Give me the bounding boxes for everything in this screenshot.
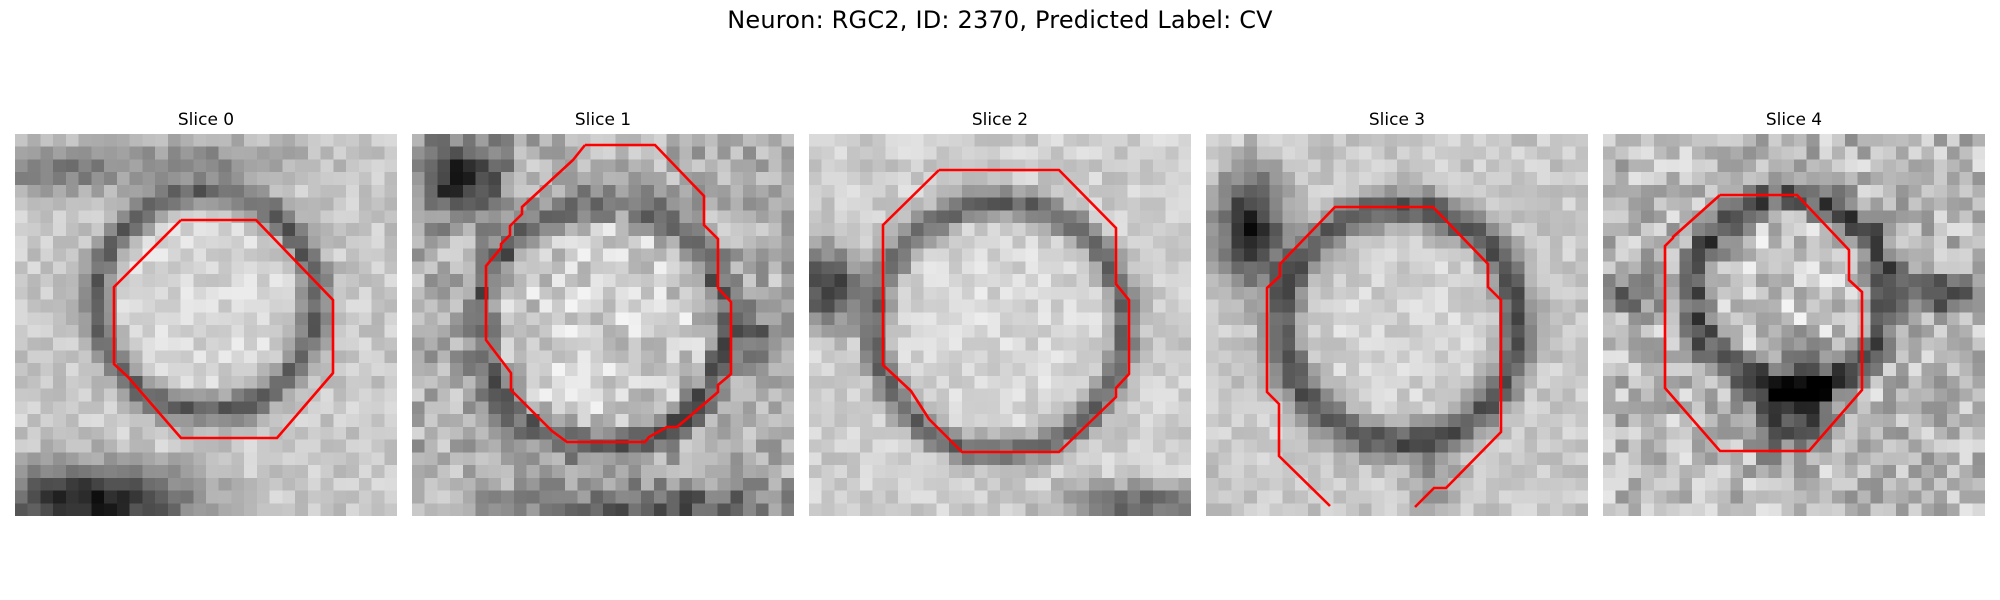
contour-line <box>112 218 335 440</box>
contour-line <box>881 168 1131 454</box>
panel-slice-1: Slice 1 <box>412 108 794 516</box>
slice-title: Slice 1 <box>574 110 632 130</box>
segmentation-contour <box>1265 205 1503 508</box>
slice-title: Slice 0 <box>177 110 235 130</box>
slice-title: Slice 3 <box>1368 110 1426 130</box>
image-pixels <box>1603 134 1985 516</box>
segmentation-contour <box>881 168 1131 454</box>
contour-line <box>484 143 733 444</box>
panel-slice-4: Slice 4 <box>1603 108 1985 516</box>
microscopy-image <box>1603 134 1985 516</box>
contour-line <box>1265 205 1503 508</box>
contour-line <box>1663 193 1864 453</box>
segmentation-contour <box>112 218 335 440</box>
panel-slice-3: Slice 3 <box>1206 108 1588 516</box>
panel-slice-0: Slice 0 <box>15 108 397 516</box>
figure-title: Neuron: RGC2, ID: 2370, Predicted Label:… <box>727 6 1273 34</box>
image-pixels <box>1206 134 1588 516</box>
microscopy-image <box>15 134 397 516</box>
panel-slice-2: Slice 2 <box>809 108 1191 516</box>
slice-title: Slice 2 <box>971 110 1029 130</box>
segmentation-contour <box>1663 193 1864 453</box>
microscopy-image <box>412 134 794 516</box>
microscopy-image <box>1206 134 1588 516</box>
microscopy-image <box>809 134 1191 516</box>
segmentation-contour <box>484 143 733 444</box>
slice-title: Slice 4 <box>1765 110 1823 130</box>
